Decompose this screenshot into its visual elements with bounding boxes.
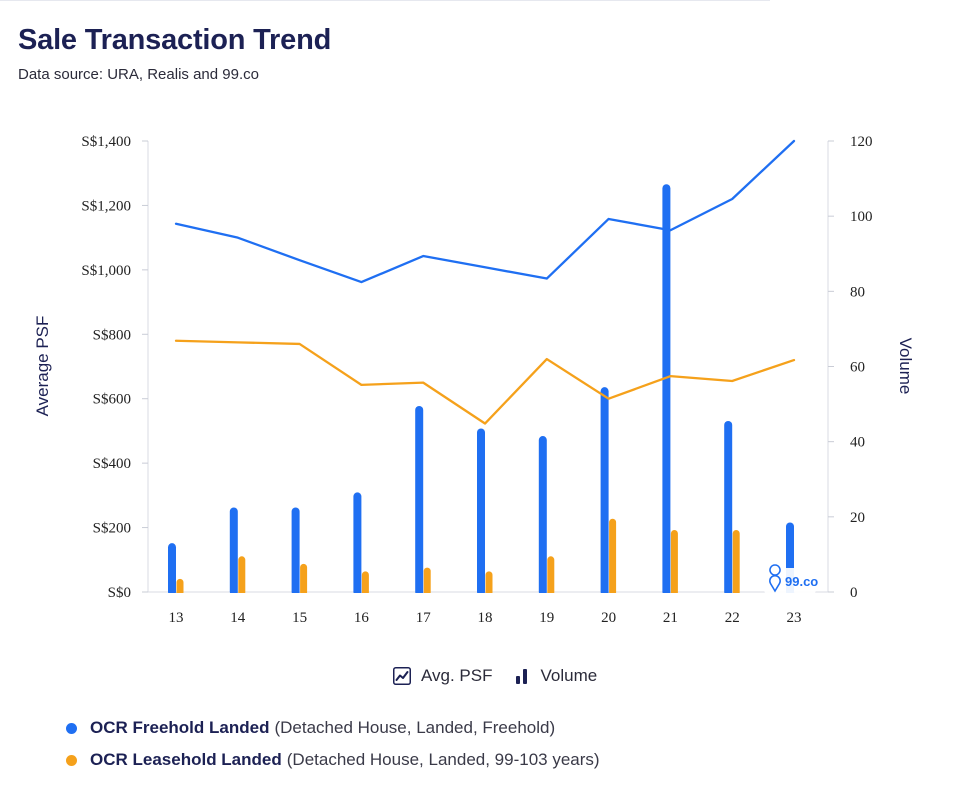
page-title: Sale Transaction Trend — [18, 24, 332, 56]
right-tick-label: 80 — [850, 284, 865, 300]
bar-chart-icon — [515, 669, 527, 684]
freehold-volume-bar — [600, 387, 609, 596]
right-tick-label: 0 — [850, 585, 858, 601]
leasehold-volume-bar — [485, 571, 493, 596]
right-tick-label: 60 — [850, 360, 865, 376]
leasehold-series-detail: (Detached House, Landed, 99-103 years) — [286, 750, 600, 769]
leasehold-volume-bar — [238, 556, 246, 596]
freehold-series-detail: (Detached House, Landed, Freehold) — [274, 718, 556, 737]
x-tick-label: 17 — [416, 610, 432, 626]
freehold-volume-bar — [477, 428, 485, 596]
leasehold-volume-bar — [670, 529, 678, 596]
freehold-volume-bar — [291, 507, 300, 596]
left-tick-label: S$1,400 — [81, 134, 131, 150]
line-chart-icon — [393, 667, 411, 685]
right-tick-label: 100 — [850, 209, 873, 225]
legend-item-leasehold: OCR Leasehold Landed (Detached House, La… — [66, 750, 600, 770]
freehold-volume-bar — [415, 405, 424, 596]
left-tick-label: S$400 — [93, 456, 131, 472]
x-tick-label: 15 — [292, 610, 307, 626]
metric-toggle-legend: Avg. PSF Volume — [393, 666, 617, 686]
x-tick-label: 20 — [601, 610, 616, 626]
leasehold-volume-bar — [547, 556, 555, 596]
bar-base-mask — [149, 593, 827, 598]
x-tick-label: 21 — [663, 610, 678, 626]
freehold-color-dot — [66, 722, 77, 734]
left-tick-label: S$600 — [93, 392, 131, 408]
right-axis-title: Volume — [896, 338, 915, 395]
right-tick-label: 20 — [850, 510, 865, 526]
chart-axes — [142, 140, 834, 598]
leasehold-volume-bar — [732, 529, 740, 596]
leasehold-volume-bar — [176, 578, 184, 596]
right-tick-label: 40 — [850, 435, 865, 451]
x-tick-label: 19 — [539, 610, 554, 626]
freehold-volume-bar — [724, 420, 733, 596]
freehold-psf-line — [174, 139, 796, 284]
volume-bars — [149, 184, 827, 598]
volume-toggle[interactable]: Volume — [513, 666, 598, 686]
left-tick-label: S$1,200 — [81, 198, 131, 214]
map-pin-icon — [769, 564, 781, 593]
tick-labels: S$0 S$200 S$400 S$600 S$800 S$1,000 S$1,200 S$1… — [33, 134, 915, 626]
left-tick-label: S$1,000 — [81, 263, 131, 279]
x-tick-label: 23 — [787, 610, 802, 626]
avg-psf-toggle[interactable]: Avg. PSF — [393, 666, 493, 686]
x-tick-label: 13 — [169, 610, 184, 626]
leasehold-color-dot — [66, 754, 77, 766]
freehold-volume-bar — [538, 436, 547, 596]
data-source-subtitle: Data source: URA, Realis and 99.co — [18, 66, 259, 83]
freehold-series-name: OCR Freehold Landed — [90, 718, 270, 737]
watermark: 99.co — [764, 564, 818, 594]
leasehold-volume-bar — [609, 518, 617, 596]
right-tick-label: 120 — [850, 134, 873, 150]
freehold-volume-bar — [168, 543, 176, 596]
leasehold-volume-bar — [423, 567, 431, 596]
watermark-text: 99.co — [785, 574, 818, 589]
x-tick-label: 14 — [230, 610, 246, 626]
freehold-volume-bar — [229, 507, 238, 596]
leasehold-volume-bar — [361, 571, 369, 596]
left-tick-label: S$0 — [108, 585, 131, 601]
leasehold-psf-line — [174, 339, 796, 425]
avg-psf-label: Avg. PSF — [421, 666, 493, 685]
psf-lines — [174, 139, 796, 425]
leasehold-series-name: OCR Leasehold Landed — [90, 750, 282, 769]
left-axis-title: Average PSF — [33, 316, 52, 417]
legend-item-freehold: OCR Freehold Landed (Detached House, Lan… — [66, 718, 555, 738]
volume-label: Volume — [540, 666, 598, 685]
freehold-volume-bar — [662, 184, 671, 597]
top-divider — [0, 0, 770, 1]
x-tick-label: 22 — [725, 610, 740, 626]
left-tick-label: S$800 — [93, 327, 131, 343]
leasehold-volume-bar — [300, 563, 308, 596]
x-tick-label: 16 — [354, 610, 370, 626]
left-tick-label: S$200 — [93, 521, 131, 537]
x-tick-label: 18 — [478, 610, 493, 626]
freehold-volume-bar — [353, 492, 362, 596]
